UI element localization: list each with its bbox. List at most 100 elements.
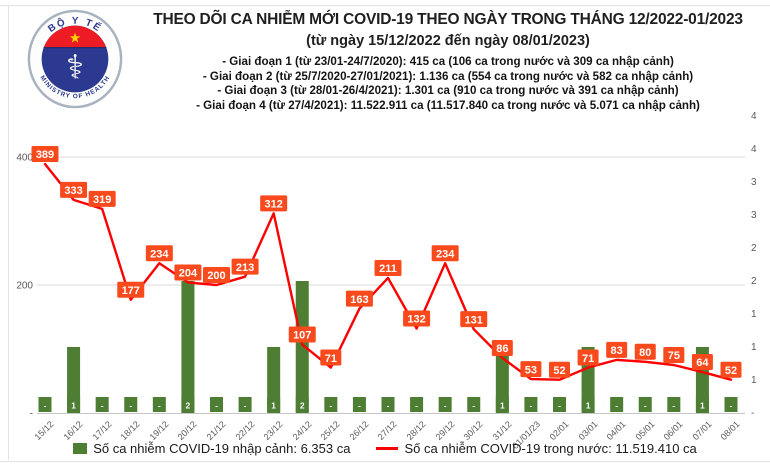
domestic-cases-label-box <box>663 347 685 363</box>
imported-cases-label-box <box>495 397 509 412</box>
imported-cases-bar <box>495 347 509 413</box>
phase-line-4: - Giai đoạn 4 (từ 27/4/2021): 11.522.911… <box>196 98 700 112</box>
imported-cases-bar <box>295 281 309 413</box>
imported-cases-swatch-icon <box>73 443 88 454</box>
imported-cases-label: 1 <box>71 401 76 411</box>
window-edge-bottom <box>0 461 770 462</box>
domestic-cases-label-box <box>520 361 542 378</box>
domestic-cases-label: 177 <box>122 285 140 297</box>
domestic-cases-label-box <box>374 259 402 276</box>
imported-cases-label-box <box>438 397 452 412</box>
domestic-cases-label: 234 <box>436 248 455 260</box>
right-axis-tick-label: 4 <box>751 111 757 122</box>
right-axis-tick-label: 1 <box>751 342 757 353</box>
right-axis-tick-label: 3 <box>751 177 757 188</box>
domestic-cases-label-box <box>691 354 713 371</box>
imported-cases-label: 2 <box>300 401 305 411</box>
imported-cases-label: - <box>329 401 332 411</box>
window-edge-top <box>0 5 770 6</box>
window-edge-left <box>8 5 9 460</box>
right-axis-tick-label: 1 <box>751 375 757 386</box>
domestic-cases-label-box <box>431 245 459 262</box>
imported-cases-bar <box>267 347 281 413</box>
domestic-cases-label-box <box>88 190 116 207</box>
imported-cases-label: - <box>129 401 132 411</box>
right-axis-tick-label: 2 <box>751 243 757 254</box>
domestic-cases-line-icon <box>376 447 399 450</box>
phase-line-2: - Giai đoạn 2 (từ 25/7/2020-27/01/2021):… <box>202 69 694 83</box>
domestic-cases-label: 83 <box>611 345 623 357</box>
domestic-cases-label-box <box>320 349 342 366</box>
domestic-cases-label-box <box>31 146 59 163</box>
imported-cases-label-box <box>209 397 223 412</box>
phase-line-1: - Giai đoạn 1 (từ 23/01-24/7/2020): 415 … <box>222 55 674 68</box>
imported-cases-label-box <box>610 397 624 412</box>
imported-cases-label-box <box>124 397 138 412</box>
domestic-cases-label: 204 <box>179 268 198 280</box>
domestic-cases-label-box <box>548 361 570 378</box>
left-axis-tick-label: 400 <box>16 153 33 164</box>
imported-cases-label: 1 <box>700 401 705 411</box>
imported-cases-label: - <box>672 401 675 411</box>
domestic-cases-label: 107 <box>293 330 311 342</box>
domestic-cases-label-box <box>117 281 145 298</box>
domestic-cases-label: 75 <box>668 350 680 362</box>
domestic-cases-label: 319 <box>93 194 111 206</box>
domestic-cases-label: 163 <box>350 294 368 306</box>
page-subtitle: (từ ngày 15/12/2022 đến ngày 08/01/2023) <box>306 33 590 49</box>
domestic-cases-label-box <box>634 343 656 360</box>
ministry-of-health-logo: ★ ⚕ BỘ Y TẾ MINISTRY OF HEALTH <box>27 9 123 109</box>
imported-cases-label: - <box>472 401 475 411</box>
domestic-cases-label: 132 <box>407 314 425 326</box>
domestic-cases-label: 200 <box>207 270 225 282</box>
imported-cases-label-box <box>381 397 395 412</box>
phase-summary: - Giai đoạn 1 (từ 23/01-24/7/2020): 415 … <box>128 55 768 113</box>
imported-cases-label-box <box>581 397 595 412</box>
domestic-cases-label-box <box>403 310 431 327</box>
imported-cases-label: - <box>644 401 647 411</box>
domestic-cases-label-box <box>202 267 230 283</box>
imported-cases-label: - <box>444 401 447 411</box>
right-axis-tick-label: - <box>751 408 754 419</box>
imported-cases-label-box <box>724 397 738 412</box>
domestic-cases-label: 213 <box>236 262 254 274</box>
domestic-cases-label: 71 <box>325 353 337 365</box>
domestic-cases-label: 71 <box>582 353 594 365</box>
imported-cases-label: - <box>615 401 618 411</box>
imported-cases-label-box <box>352 397 366 412</box>
right-axis-tick-label: 2 <box>751 276 757 287</box>
imported-cases-label-box <box>324 397 338 412</box>
imported-cases-label-box <box>695 397 709 412</box>
legend-domestic-label: Số ca nhiễm COVID-19 trong nước: 11.519.… <box>404 441 697 456</box>
imported-cases-label-box <box>152 397 166 412</box>
domestic-cases-label: 52 <box>553 365 565 377</box>
domestic-cases-label-box <box>288 326 316 343</box>
legend-item-domestic: Số ca nhiễm COVID-19 trong nước: 11.519.… <box>376 441 697 456</box>
domestic-cases-label: 52 <box>725 365 737 377</box>
imported-cases-bar <box>67 347 81 413</box>
domestic-cases-label: 131 <box>465 314 483 326</box>
domestic-cases-label: 333 <box>64 185 82 197</box>
header: THEO DÕI CA NHIỄM MỚI COVID-19 THEO NGÀY… <box>128 10 768 113</box>
imported-cases-label-box <box>67 397 81 412</box>
imported-cases-label-box <box>667 397 681 412</box>
imported-cases-label-box <box>467 397 481 412</box>
legend-item-imported: Số ca nhiễm COVID-19 nhập cảnh: 6.353 ca <box>73 441 350 456</box>
domestic-cases-label-box <box>174 264 202 281</box>
rod-of-asclepius-icon: ⚕ <box>66 48 84 87</box>
imported-cases-label-box <box>95 397 109 412</box>
page-title: THEO DÕI CA NHIỄM MỚI COVID-19 THEO NGÀY… <box>153 11 743 28</box>
imported-cases-label-box <box>267 397 281 412</box>
domestic-cases-label: 389 <box>36 149 54 161</box>
imported-cases-label-box <box>38 397 52 412</box>
domestic-cases-line <box>43 162 733 381</box>
imported-cases-label: 1 <box>500 401 505 411</box>
logo-red-segment <box>43 25 107 48</box>
domestic-cases-label-box <box>260 195 288 212</box>
right-axis-tick-label: 1 <box>751 309 757 320</box>
domestic-cases-label: 53 <box>525 364 537 376</box>
domestic-cases-label-box <box>460 311 488 328</box>
imported-cases-label: - <box>529 401 532 411</box>
domestic-cases-label-box <box>720 361 742 378</box>
domestic-cases-label: 86 <box>496 343 508 355</box>
